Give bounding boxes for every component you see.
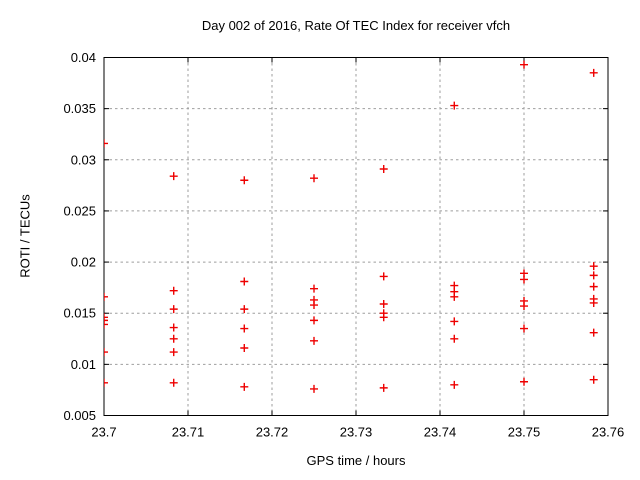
data-point-marker xyxy=(240,176,249,185)
data-point-marker xyxy=(310,316,318,325)
data-point-marker xyxy=(520,324,528,333)
data-points xyxy=(104,60,598,393)
data-point-marker xyxy=(450,101,459,110)
data-point-marker xyxy=(104,292,108,301)
data-point-marker xyxy=(104,316,108,325)
data-point-marker xyxy=(379,300,388,309)
data-point-marker xyxy=(589,262,598,271)
y-tick-label: 0.04 xyxy=(71,50,96,65)
data-point-marker xyxy=(104,320,108,329)
grid-lines xyxy=(104,57,608,416)
data-point-marker xyxy=(240,277,249,286)
x-axis-label: GPS time / hours xyxy=(306,453,406,468)
data-point-marker xyxy=(169,305,178,314)
data-point-marker xyxy=(310,384,318,393)
x-tick-label: 23.71 xyxy=(172,425,205,440)
data-point-marker xyxy=(450,292,459,301)
data-point-marker xyxy=(589,282,598,291)
x-tick-label: 23.73 xyxy=(340,425,373,440)
data-point-marker xyxy=(450,317,459,326)
data-point-marker xyxy=(589,271,598,280)
y-tick-label: 0.015 xyxy=(63,306,96,321)
data-point-marker xyxy=(379,383,388,392)
x-tick-label: 23.7 xyxy=(91,425,116,440)
data-point-marker xyxy=(379,164,388,173)
x-tick-label: 23.76 xyxy=(592,425,625,440)
data-point-marker xyxy=(240,382,249,391)
data-point-marker xyxy=(169,334,178,343)
data-point-marker xyxy=(169,348,178,357)
data-point-marker xyxy=(240,343,249,352)
y-tick-label: 0.035 xyxy=(63,101,96,116)
y-tick-label: 0.025 xyxy=(63,203,96,218)
data-point-marker xyxy=(310,174,318,183)
chart-title: Day 002 of 2016, Rate Of TEC Index for r… xyxy=(201,18,511,33)
data-point-marker xyxy=(240,305,249,314)
data-point-marker xyxy=(169,286,178,295)
data-point-marker xyxy=(104,348,108,357)
data-point-marker xyxy=(169,378,178,387)
data-point-marker xyxy=(169,172,178,181)
data-point-marker xyxy=(379,272,388,281)
y-tick-label: 0.02 xyxy=(71,255,96,270)
data-point-marker xyxy=(520,377,528,386)
data-point-marker xyxy=(104,313,108,322)
x-tick-label: 23.75 xyxy=(508,425,541,440)
data-point-marker xyxy=(589,328,598,337)
data-point-marker xyxy=(310,284,318,293)
data-point-marker xyxy=(169,323,178,332)
x-tick-label: 23.72 xyxy=(256,425,289,440)
data-point-marker xyxy=(589,68,598,77)
y-tick-label: 0.03 xyxy=(71,152,96,167)
y-tick-label: 0.005 xyxy=(63,408,96,423)
data-point-marker xyxy=(520,60,528,69)
data-point-marker xyxy=(589,298,598,307)
data-point-marker xyxy=(520,275,528,284)
tick-marks xyxy=(103,57,609,416)
data-point-marker xyxy=(310,301,318,310)
data-point-marker xyxy=(104,139,108,148)
data-point-marker xyxy=(450,334,459,343)
data-point-marker xyxy=(310,336,318,345)
data-point-marker xyxy=(240,324,249,333)
data-point-marker xyxy=(589,375,598,384)
x-tick-label: 23.74 xyxy=(424,425,457,440)
data-point-marker xyxy=(520,302,528,311)
data-point-marker xyxy=(379,313,388,322)
data-point-marker xyxy=(104,378,108,387)
data-point-marker xyxy=(450,380,459,389)
y-tick-label: 0.01 xyxy=(71,357,96,372)
